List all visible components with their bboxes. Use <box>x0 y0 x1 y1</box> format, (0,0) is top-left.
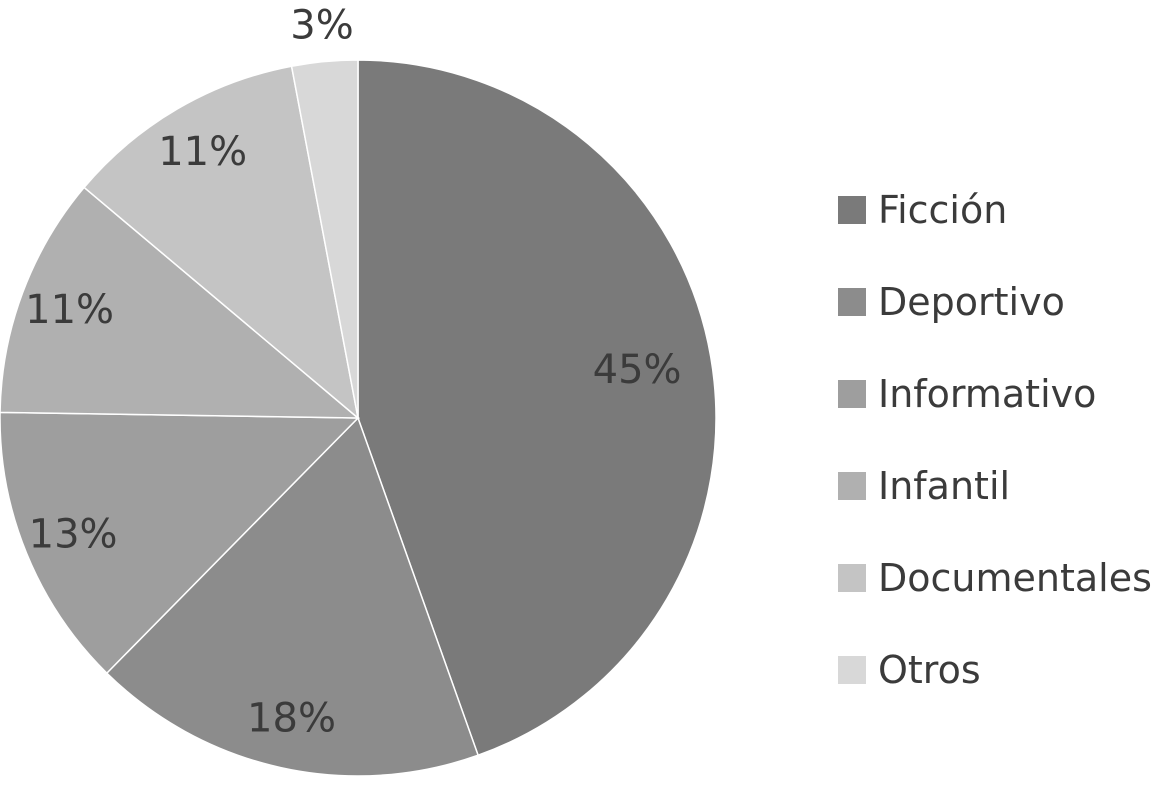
data-label-6: 3% <box>290 3 353 49</box>
pie-slice-4 <box>0 186 361 419</box>
data-label-2: 18% <box>247 696 336 742</box>
legend-swatch-3 <box>838 380 866 408</box>
legend-label-6: Otros <box>878 648 981 692</box>
pie-slices <box>0 59 717 777</box>
legend-label-2: Deportivo <box>878 280 1065 324</box>
legend-label-1: Ficción <box>878 188 1007 232</box>
pie-data-labels: 45% 18% 13% 11% 11% 3% <box>25 3 681 742</box>
legend-label-4: Infantil <box>878 464 1010 508</box>
legend: Ficción Deportivo Informativo Infantil Docum… <box>838 188 1152 692</box>
data-label-4: 11% <box>25 287 114 333</box>
data-label-5: 11% <box>158 129 247 175</box>
pie-slice-2 <box>105 416 480 777</box>
data-label-3: 13% <box>29 512 118 558</box>
pie-slice-3 <box>0 411 360 675</box>
legend-swatch-5 <box>838 564 866 592</box>
legend-swatch-4 <box>838 472 866 500</box>
legend-swatch-2 <box>838 288 866 316</box>
legend-swatch-1 <box>838 196 866 224</box>
legend-label-3: Informativo <box>878 372 1096 416</box>
data-label-1: 45% <box>593 347 682 393</box>
pie-slice-1 <box>357 59 717 757</box>
legend-swatch-6 <box>838 656 866 684</box>
pie-slice-6 <box>290 59 359 419</box>
pie-slice-5 <box>83 65 360 420</box>
legend-label-5: Documentales <box>878 556 1152 600</box>
